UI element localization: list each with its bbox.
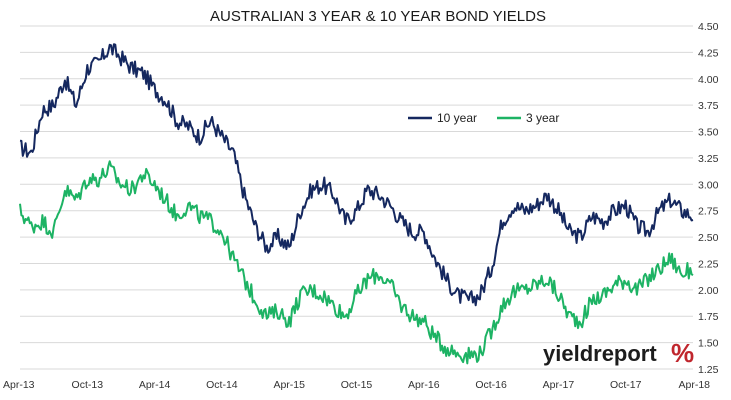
y-tick-label: 4.50 <box>698 21 719 33</box>
y-tick-label: 1.25 <box>698 364 719 376</box>
y-tick-label: 3.50 <box>698 127 719 139</box>
legend-label-10-year: 10 year <box>437 111 477 125</box>
y-tick-label: 1.75 <box>698 311 719 323</box>
y-tick-label: 2.25 <box>698 258 719 270</box>
x-tick-label: Apr-13 <box>3 379 35 391</box>
y-tick-label: 4.25 <box>698 47 719 59</box>
y-tick-label: 3.00 <box>698 179 719 191</box>
legend: 10 year 3 year <box>408 111 559 125</box>
logo-percent-symbol: % <box>671 338 694 368</box>
series-line-3-year <box>19 160 694 365</box>
x-tick-label: Apr-18 <box>678 379 710 391</box>
y-tick-label: 4.00 <box>698 74 719 86</box>
x-tick-label: Oct-17 <box>610 379 642 391</box>
y-tick-label: 3.75 <box>698 100 719 112</box>
y-tick-label: 1.50 <box>698 338 719 350</box>
y-tick-label: 2.75 <box>698 206 719 218</box>
series-lines <box>19 43 694 365</box>
y-axis-ticks: 1.25 1.50 1.75 2.00 2.25 2.50 2.75 3.00 3.25 3.50… <box>698 21 719 376</box>
y-tick-label: 2.00 <box>698 285 719 297</box>
yieldreport-logo: yieldreport % <box>543 338 694 368</box>
x-tick-label: Oct-15 <box>341 379 373 391</box>
x-tick-label: Apr-17 <box>543 379 575 391</box>
y-tick-label: 3.25 <box>698 153 719 165</box>
logo-word: yieldreport <box>543 341 657 366</box>
x-tick-label: Apr-16 <box>408 379 440 391</box>
x-tick-label: Oct-13 <box>72 379 104 391</box>
x-tick-label: Oct-14 <box>206 379 238 391</box>
x-tick-label: Apr-15 <box>273 379 305 391</box>
chart-title: AUSTRALIAN 3 YEAR & 10 YEAR BOND YIELDS <box>210 8 546 25</box>
legend-label-3-year: 3 year <box>526 111 559 125</box>
x-tick-label: Apr-14 <box>139 379 171 391</box>
series-line-10-year <box>19 43 694 307</box>
y-tick-label: 2.50 <box>698 232 719 244</box>
x-tick-label: Oct-16 <box>475 379 507 391</box>
x-axis-ticks: Apr-13 Oct-13 Apr-14 Oct-14 Apr-15 Oct-15 Apr-… <box>3 379 710 391</box>
gridlines <box>20 25 693 370</box>
logo-wordmark: yieldreport <box>543 341 657 366</box>
